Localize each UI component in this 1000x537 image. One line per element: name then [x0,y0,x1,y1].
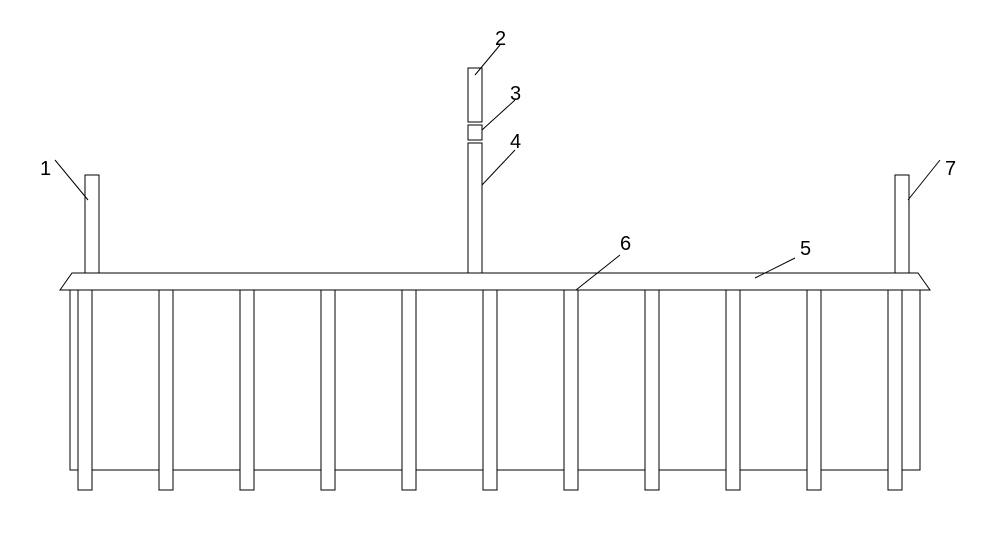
center-post-segment-3 [468,143,482,273]
canvas-bg [0,0,1000,537]
center-post-segment-2 [468,125,482,140]
label-1: 1 [40,158,51,180]
right-post [895,175,909,273]
tooth [321,290,335,490]
left-post [85,175,99,273]
label-3: 3 [510,83,521,105]
label-4: 4 [510,131,521,153]
tooth [402,290,416,490]
tooth [564,290,578,490]
label-2: 2 [495,28,506,50]
tooth [240,290,254,490]
tooth [888,290,902,490]
label-5: 5 [800,238,811,260]
tooth [159,290,173,490]
label-6: 6 [620,233,631,255]
tooth [483,290,497,490]
tooth [78,290,92,490]
tooth [645,290,659,490]
tooth [726,290,740,490]
tooth [807,290,821,490]
center-post-segment-1 [468,68,482,122]
label-7: 7 [945,158,956,180]
top-beam [60,273,930,290]
